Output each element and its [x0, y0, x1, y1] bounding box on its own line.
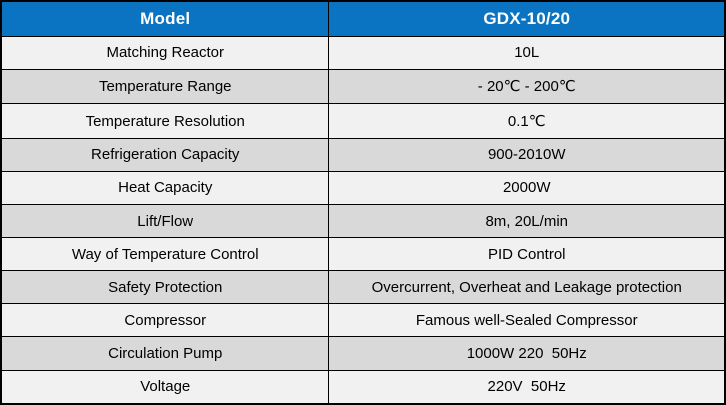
spec-table-body: Matching Reactor 10L Temperature Range -… [0, 35, 726, 405]
spec-label-cell: Lift/Flow [0, 204, 330, 239]
spec-row: Safety Protection Overcurrent, Overheat … [0, 270, 726, 305]
spec-row: Temperature Resolution 0.1℃ [0, 103, 726, 139]
spec-label-cell: Compressor [0, 303, 330, 338]
spec-row: Lift/Flow 8m, 20L/min [0, 204, 726, 239]
spec-label-cell: Heat Capacity [0, 170, 330, 206]
header-row: Model GDX-10/20 [0, 0, 726, 37]
spec-row: Voltage 220V 50Hz [0, 369, 726, 405]
spec-value-cell: Famous well-Sealed Compressor [328, 303, 726, 338]
spec-value-cell: 1000W 220 50Hz [328, 336, 726, 371]
spec-label-cell: Voltage [0, 369, 330, 405]
header-model-label: Model [0, 0, 330, 37]
header-model-value: GDX-10/20 [328, 0, 726, 37]
spec-value-cell: 0.1℃ [328, 103, 726, 139]
spec-row: Compressor Famous well-Sealed Compressor [0, 303, 726, 338]
spec-row: Temperature Range - 20℃ - 200℃ [0, 68, 726, 105]
spec-label-cell: Way of Temperature Control [0, 237, 330, 272]
spec-value-cell: 8m, 20L/min [328, 204, 726, 239]
spec-label-cell: Circulation Pump [0, 336, 330, 371]
spec-label-cell: Safety Protection [0, 270, 330, 305]
spec-value-cell: 10L [328, 35, 726, 70]
spec-table-header: Model GDX-10/20 [0, 0, 726, 37]
spec-label-cell: Temperature Range [0, 68, 330, 105]
spec-value-cell: - 20℃ - 200℃ [328, 68, 726, 105]
spec-value-cell: 220V 50Hz [328, 369, 726, 405]
spec-row: Circulation Pump 1000W 220 50Hz [0, 336, 726, 371]
spec-label-cell: Matching Reactor [0, 35, 330, 70]
spec-row: Way of Temperature Control PID Control [0, 237, 726, 272]
spec-row: Matching Reactor 10L [0, 35, 726, 70]
spec-label-cell: Temperature Resolution [0, 103, 330, 139]
spec-value-cell: 2000W [328, 170, 726, 206]
spec-row: Refrigeration Capacity 900-2010W [0, 137, 726, 172]
spec-value-cell: Overcurrent, Overheat and Leakage protec… [328, 270, 726, 305]
spec-label-cell: Refrigeration Capacity [0, 137, 330, 172]
spec-row: Heat Capacity 2000W [0, 170, 726, 206]
spec-value-cell: PID Control [328, 237, 726, 272]
spec-value-cell: 900-2010W [328, 137, 726, 172]
